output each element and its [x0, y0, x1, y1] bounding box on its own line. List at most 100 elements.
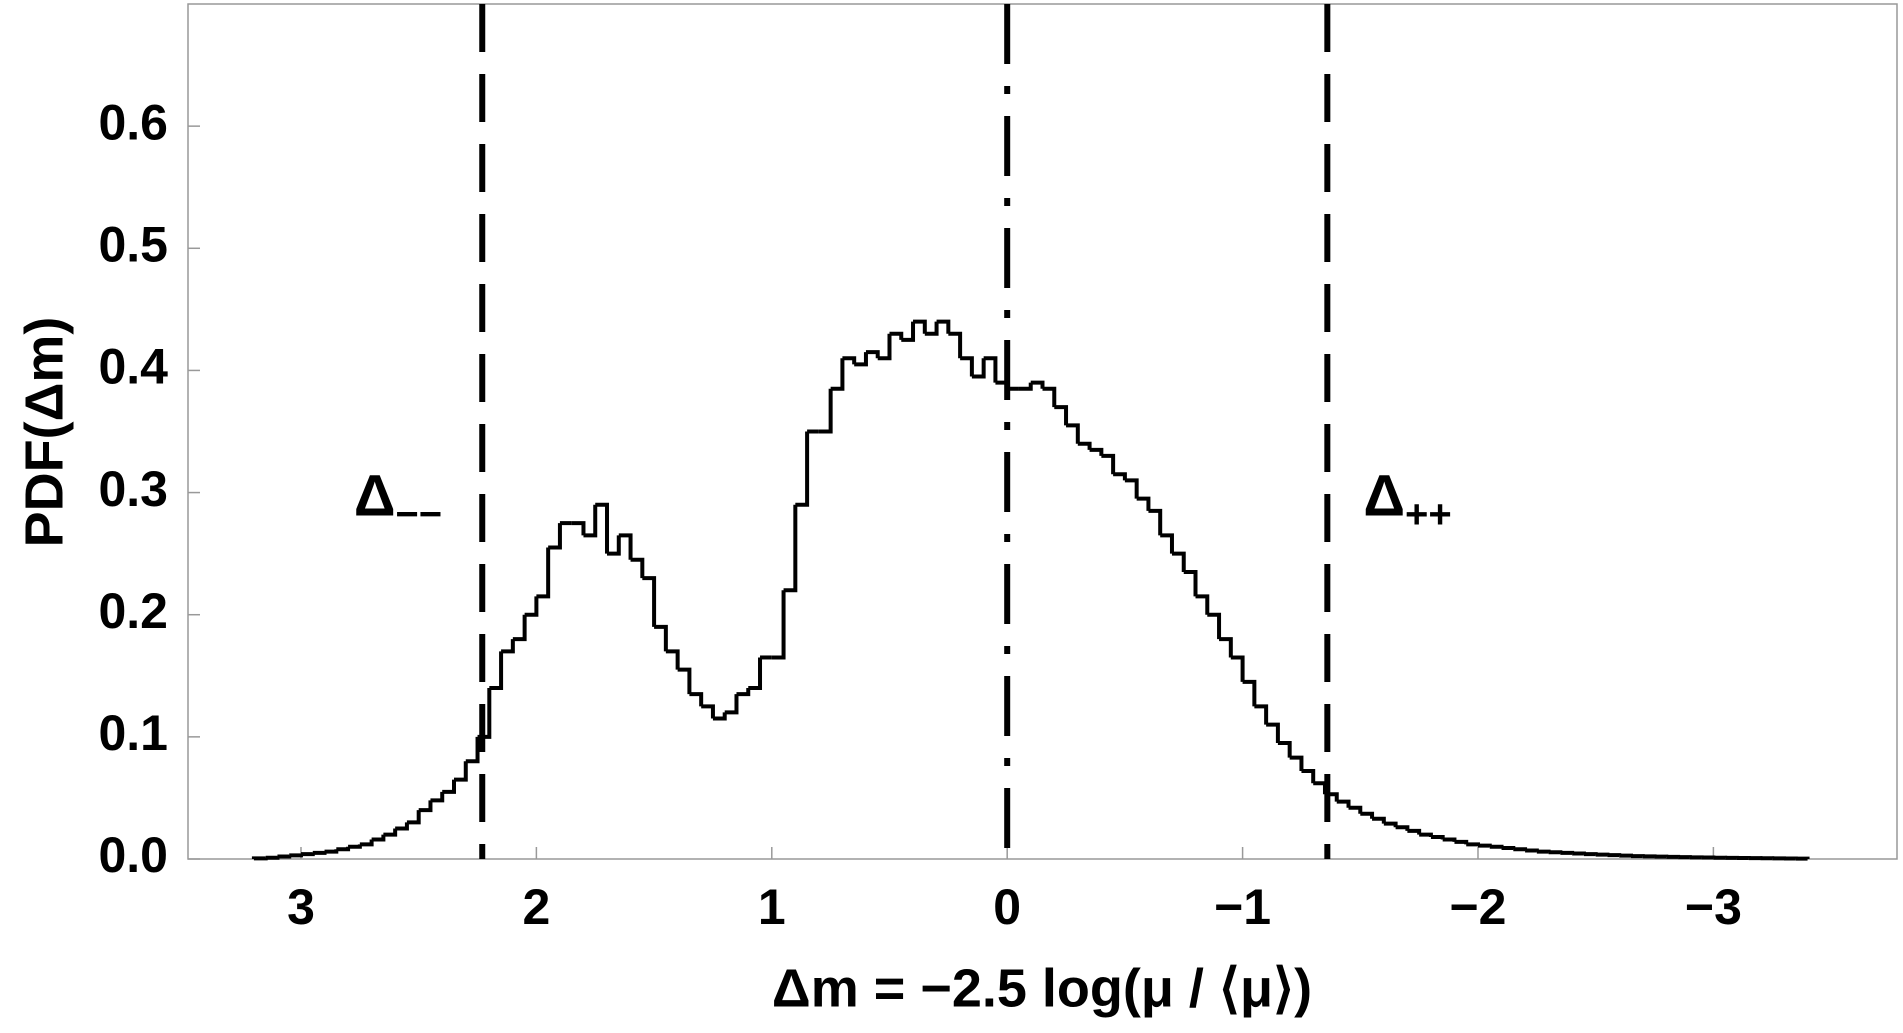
histogram-step	[1572, 851, 1586, 856]
histogram-step	[1101, 453, 1116, 475]
histogram-step	[1148, 508, 1163, 536]
histogram-step	[795, 431, 810, 507]
histogram-step	[689, 692, 704, 707]
line-label-subscript: ++	[1405, 492, 1452, 536]
histogram-step	[512, 614, 527, 642]
histogram-step	[300, 852, 315, 857]
histogram-step	[618, 533, 633, 560]
histogram-step	[1419, 832, 1433, 838]
histogram-step	[251, 856, 268, 861]
y-tick-label: 0.3	[98, 461, 168, 517]
x-tick-label: 3	[287, 879, 315, 935]
histogram-step	[1513, 847, 1528, 852]
histogram-step	[1183, 569, 1198, 597]
histogram-step	[665, 649, 680, 670]
histogram-step	[1383, 821, 1398, 828]
histogram-step	[1360, 811, 1375, 819]
histogram-step	[1501, 846, 1516, 851]
histogram-step	[677, 667, 692, 695]
histogram-step	[571, 521, 586, 536]
histogram-step	[630, 557, 645, 579]
histogram-step	[1195, 594, 1210, 615]
histogram-step	[913, 319, 927, 334]
plot-frame	[187, 3, 1898, 860]
histogram-step	[748, 657, 763, 690]
histogram-step	[465, 736, 480, 764]
histogram-step	[418, 800, 433, 813]
x-tick-label: 1	[758, 879, 786, 935]
histogram-step	[430, 791, 445, 803]
histogram-step	[1525, 848, 1539, 853]
histogram-step	[877, 333, 892, 361]
histogram-step	[1477, 843, 1492, 848]
histogram-step	[1454, 839, 1469, 845]
histogram-step	[454, 761, 468, 782]
histogram-step	[1066, 423, 1080, 444]
histogram-step	[983, 356, 998, 383]
y-tick-label: 0.4	[98, 339, 168, 395]
histogram-step	[1219, 637, 1233, 658]
line-label: Δ++	[1363, 464, 1451, 536]
histogram-step	[1489, 844, 1504, 849]
histogram-step	[1207, 612, 1222, 640]
histogram-step	[736, 688, 751, 697]
histogram-step	[595, 502, 610, 554]
histogram-step	[1395, 825, 1410, 831]
histogram-step	[524, 596, 539, 617]
x-tick-label: −3	[1685, 879, 1742, 935]
histogram-step	[1336, 799, 1351, 808]
histogram-step	[854, 352, 868, 367]
histogram-step	[1018, 382, 1033, 391]
histogram-step	[265, 855, 280, 860]
histogram-step	[960, 356, 974, 377]
histogram-step	[371, 834, 386, 842]
histogram-step	[712, 712, 727, 721]
line-label-symbol: Δ	[1363, 464, 1405, 529]
histogram-step	[818, 388, 833, 434]
histogram-step	[607, 535, 621, 556]
y-tick-label: 0.5	[98, 216, 168, 272]
histogram-step	[348, 844, 362, 849]
histogram-step	[1536, 849, 1551, 854]
line-label-symbol: Δ	[354, 464, 396, 529]
histogram-step	[442, 779, 457, 794]
histogram-step	[1442, 837, 1457, 842]
histogram-step	[1042, 386, 1057, 408]
histogram-step	[1313, 781, 1327, 795]
y-tick-label: 0.0	[98, 827, 168, 883]
x-tick-label: 0	[993, 879, 1021, 935]
histogram-step	[489, 651, 504, 690]
histogram-step	[406, 810, 421, 825]
histogram-step	[1124, 478, 1139, 499]
y-tick-label: 0.6	[98, 94, 168, 150]
histogram-step	[1430, 835, 1445, 840]
histogram-step	[1466, 842, 1480, 847]
histogram-step	[1372, 816, 1386, 824]
histogram-step	[1030, 380, 1045, 389]
histogram-step	[783, 504, 798, 593]
x-tick-label: −2	[1449, 879, 1506, 935]
histogram-step	[277, 854, 292, 859]
y-tick-label: 0.1	[98, 705, 168, 761]
histogram-step	[971, 358, 986, 379]
histogram-step	[324, 849, 339, 854]
histogram-step	[654, 624, 668, 652]
histogram-step	[1171, 551, 1186, 572]
histogram-step	[359, 839, 374, 847]
histogram-step	[1054, 405, 1069, 426]
histogram-step	[724, 694, 739, 715]
histogram-step	[1407, 828, 1422, 835]
histogram-step	[1160, 533, 1174, 554]
histogram-step	[395, 822, 409, 831]
histogram-step	[1301, 769, 1316, 784]
y-axis-label: PDF(Δm)	[14, 317, 74, 548]
histogram-step	[948, 331, 963, 359]
histogram-step	[312, 850, 327, 855]
histogram-step	[1077, 441, 1092, 450]
histogram-step	[1348, 805, 1363, 814]
histogram-step	[383, 828, 398, 837]
histogram-step	[1277, 740, 1292, 758]
histogram-step	[924, 321, 939, 336]
y-tick-label: 0.2	[98, 583, 168, 639]
